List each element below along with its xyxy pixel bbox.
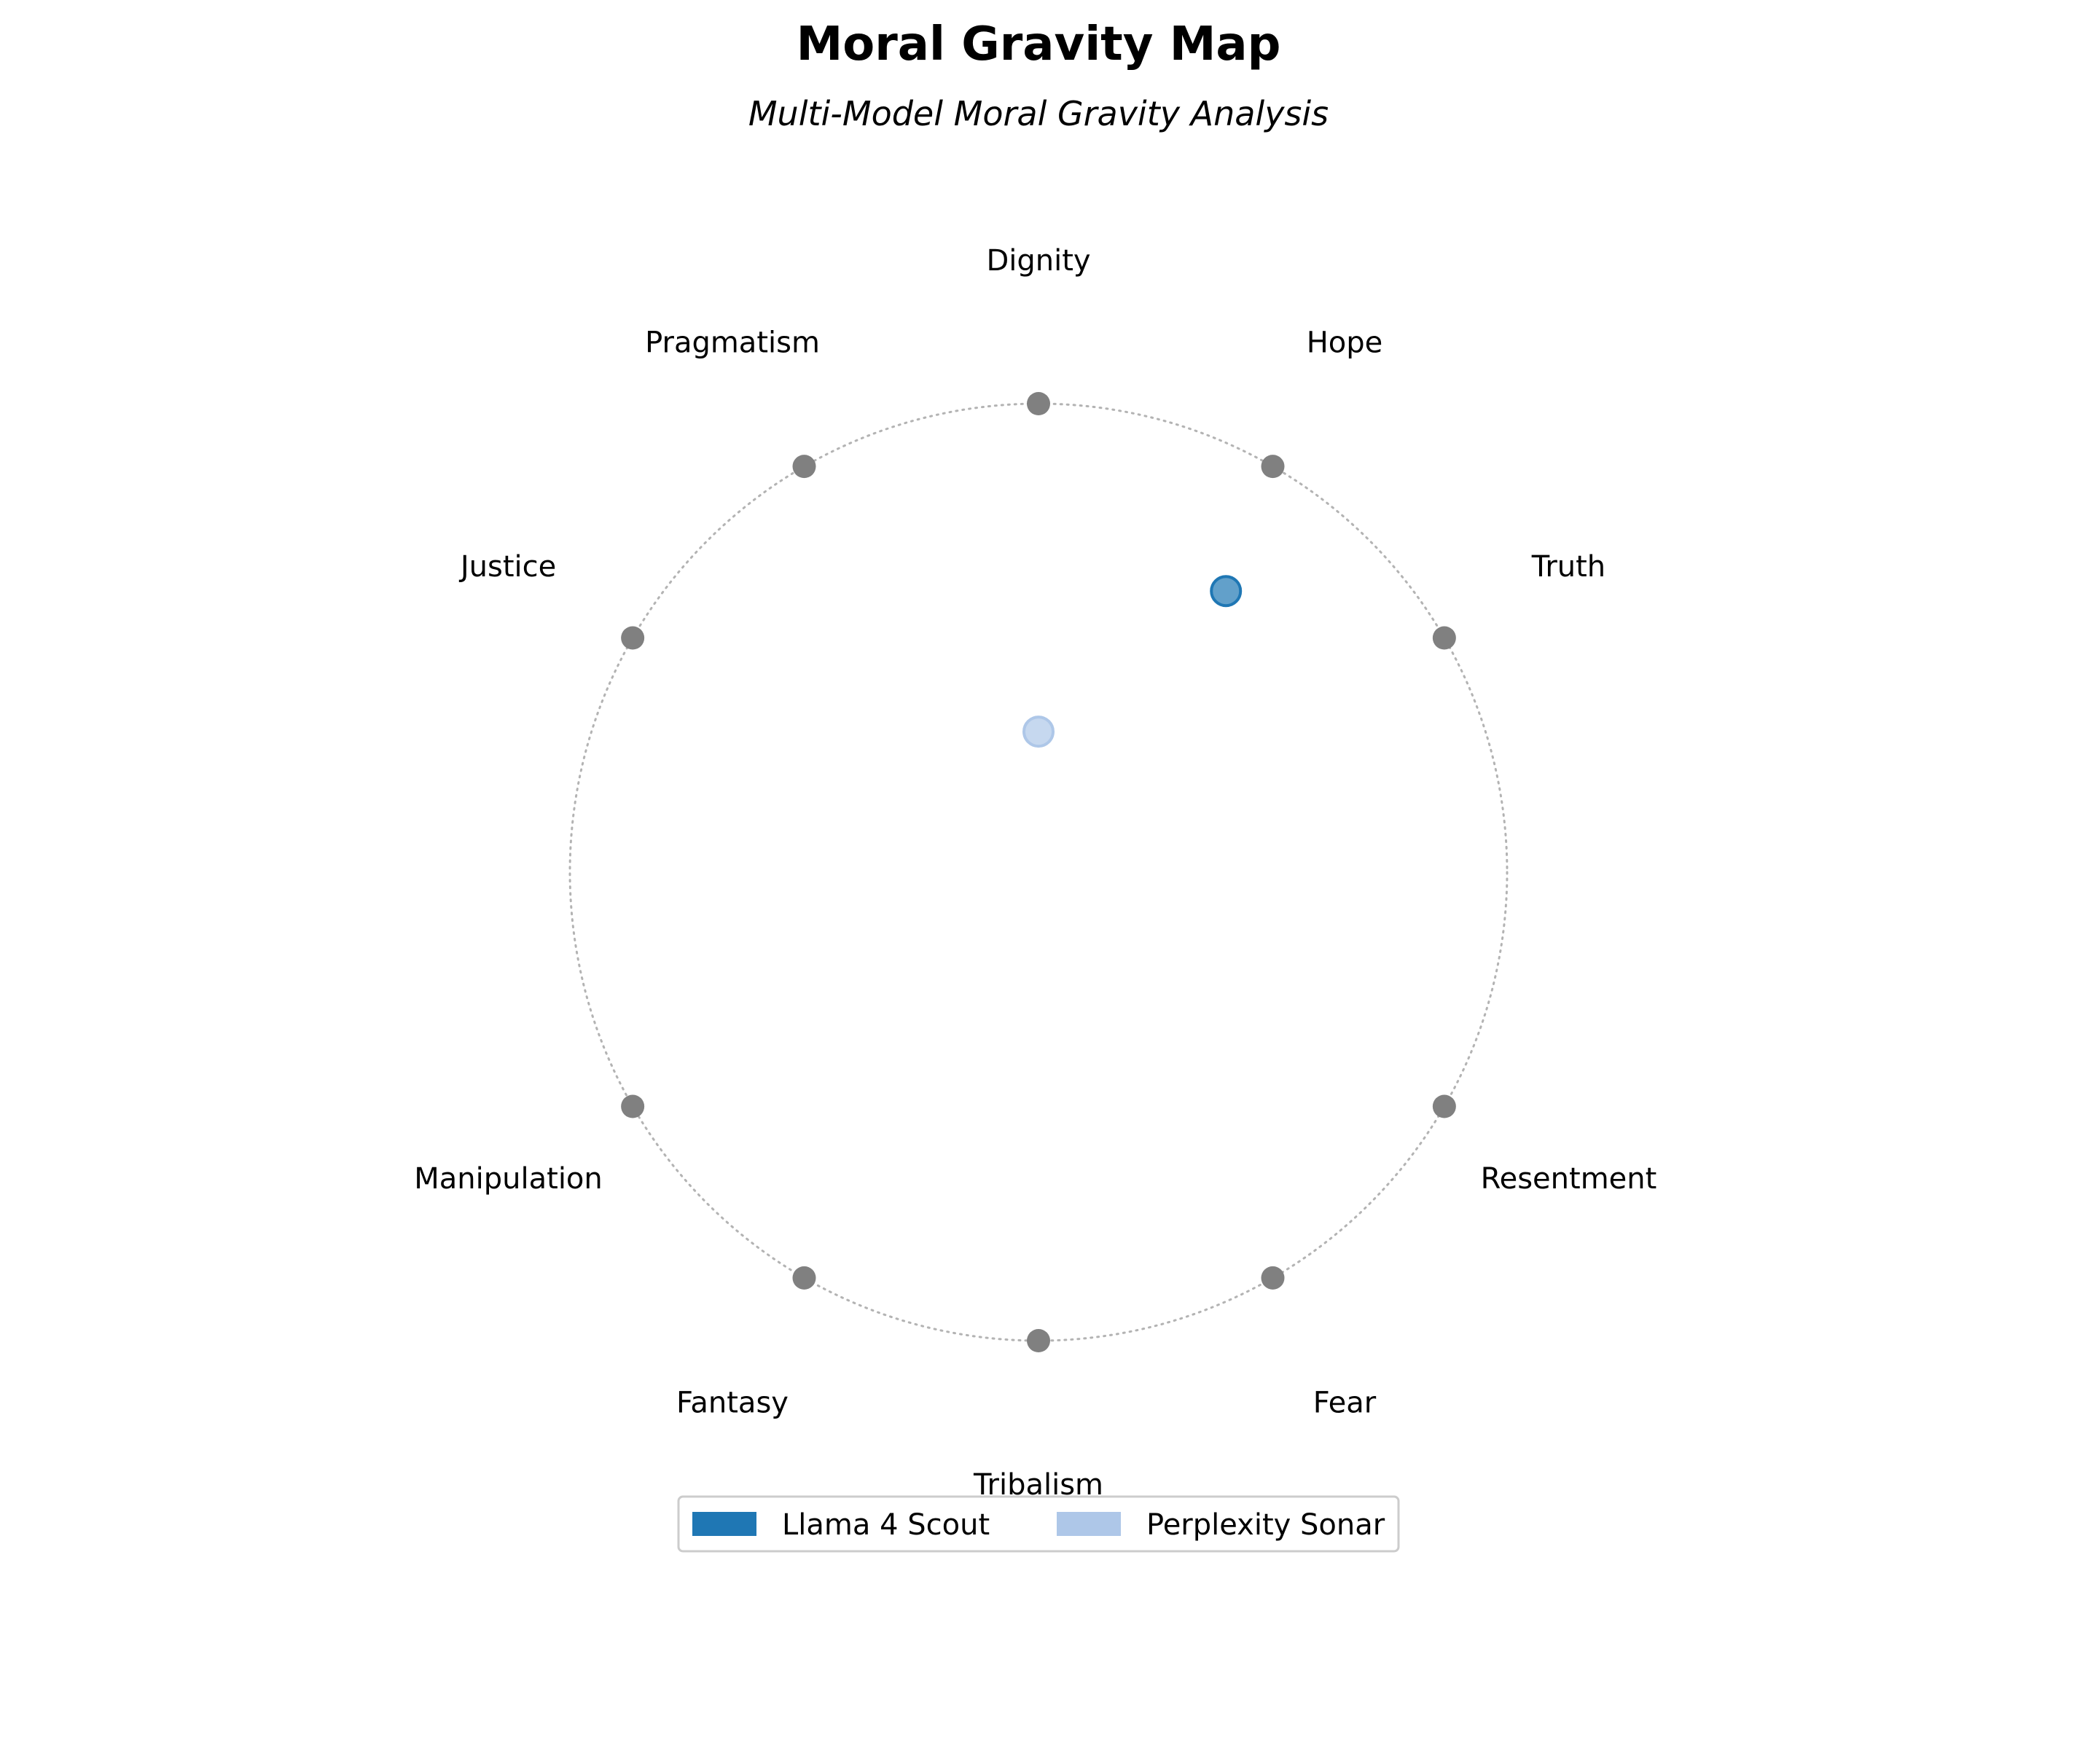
anchor-label-manipulation: Manipulation <box>414 1162 602 1196</box>
anchor-point-justice <box>621 626 645 650</box>
anchor-point-hope <box>1261 455 1285 479</box>
anchor-label-hope: Hope <box>1307 326 1383 360</box>
anchor-points: DignityHopeTruthResentmentFearTribalismF… <box>414 244 1656 1502</box>
anchor-label-resentment: Resentment <box>1481 1162 1657 1196</box>
anchor-point-resentment <box>1432 1094 1456 1118</box>
anchor-label-truth: Truth <box>1531 550 1605 584</box>
series-point-llama-4-scout <box>1210 575 1243 608</box>
anchor-point-fear <box>1261 1266 1285 1290</box>
anchor-label-fear: Fear <box>1313 1386 1377 1419</box>
legend-swatch-perplexity-sonar <box>1057 1512 1121 1536</box>
anchor-label-pragmatism: Pragmatism <box>645 326 820 360</box>
anchor-label-justice: Justice <box>458 550 556 584</box>
anchor-label-fantasy: Fantasy <box>676 1386 789 1419</box>
legend-frame <box>677 1495 1400 1553</box>
anchor-point-pragmatism <box>792 455 816 479</box>
legend-label-llama-4-scout: Llama 4 Scout <box>782 1508 990 1542</box>
anchor-point-manipulation <box>621 1094 645 1118</box>
chart-title: Moral Gravity Map <box>797 17 1281 71</box>
series-points <box>1022 575 1243 748</box>
anchor-label-dignity: Dignity <box>986 244 1090 278</box>
anchor-point-truth <box>1432 626 1456 650</box>
series-point-perplexity-sonar <box>1022 716 1055 748</box>
anchor-point-tribalism <box>1027 1329 1050 1352</box>
anchor-point-fantasy <box>792 1266 816 1290</box>
legend-swatch-llama-4-scout <box>692 1512 756 1536</box>
legend-label-perplexity-sonar: Perplexity Sonar <box>1146 1508 1385 1542</box>
chart-subtitle: Multi-Model Moral Gravity Analysis <box>748 94 1329 133</box>
legend: Llama 4 Scout Perplexity Sonar <box>677 1495 1400 1553</box>
anchor-point-dignity <box>1027 392 1050 415</box>
reference-circle <box>568 402 1509 1342</box>
